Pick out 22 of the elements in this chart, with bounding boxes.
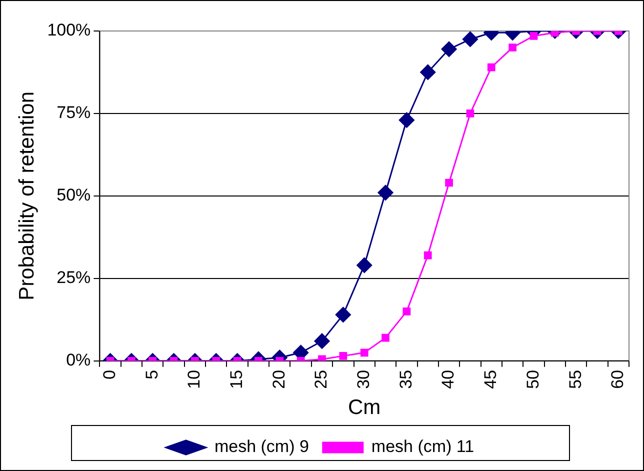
x-tick-label: 15 [226, 370, 246, 389]
legend-label: mesh (cm) 11 [371, 437, 474, 456]
x-tick-label: 40 [438, 370, 458, 389]
x-tick-label: 35 [396, 370, 416, 389]
x-tick-label: 60 [608, 370, 628, 389]
x-tick-label: 5 [142, 370, 162, 380]
x-axis-title: Cm [348, 396, 381, 420]
y-tick-label: 0% [66, 350, 91, 370]
x-tick-label: 25 [312, 370, 331, 389]
x-tick-label: 20 [269, 370, 288, 389]
x-tick-label: 50 [523, 370, 542, 389]
x-tick-label: 10 [184, 370, 204, 389]
y-tick-label: 100% [47, 20, 91, 40]
x-tick-label: 45 [481, 370, 500, 389]
x-tick-label: 55 [566, 370, 585, 389]
y-tick-label: 25% [56, 268, 91, 288]
x-tick-label: 0 [100, 370, 119, 380]
y-tick-label: 50% [56, 186, 91, 205]
legend-label: mesh (cm) 9 [214, 437, 309, 456]
x-tick-label: 30 [354, 370, 374, 389]
y-tick-label: 75% [56, 103, 91, 122]
y-axis-title: Probability of retention [15, 91, 38, 300]
